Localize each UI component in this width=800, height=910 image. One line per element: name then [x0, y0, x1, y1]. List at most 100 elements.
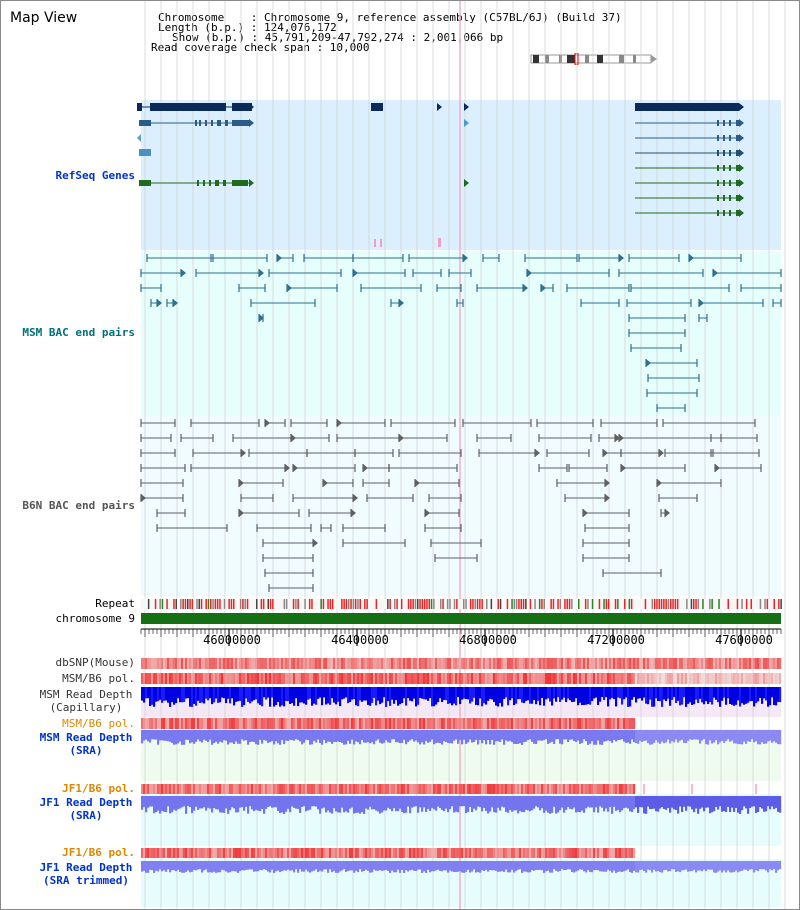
msm-depth-cap-bar [669, 687, 672, 706]
jf1-depth-trim-bar [243, 861, 246, 871]
jf1-depth-trim-bar [557, 861, 560, 872]
jf1-depth-sra-bar [721, 796, 724, 812]
repeat-element [341, 599, 343, 609]
track-label-jf1-b6-pol-2[interactable]: JF1/B6 pol. [62, 846, 135, 859]
jf1-depth-trim-bar [621, 861, 624, 872]
msm-pol2-cell [207, 718, 210, 729]
track-label-msm-read-depth-sra[interactable]: MSM Read Depth (SRA) [31, 731, 141, 757]
jf1-pol-cell [521, 784, 524, 794]
jf1-depth-trim-bar [375, 861, 378, 871]
msm-depth-cap-bar [253, 687, 256, 701]
jf1-pol-cell [163, 784, 166, 794]
msm-pol-cell [599, 673, 602, 684]
track-label-b6n-bac[interactable]: B6N BAC end pairs [22, 499, 135, 512]
jf1-depth-sra-bar [411, 796, 414, 808]
jf1-pol-cell [379, 784, 382, 794]
jf1-pol2-cell [471, 848, 474, 858]
dbsnp-cell [239, 658, 242, 669]
jf1-depth-sra-bar [163, 796, 166, 812]
dbsnp-cell [723, 658, 726, 669]
msm-pol2-cell [145, 718, 148, 729]
jf1-depth-trim-bar [725, 861, 728, 873]
track-label-refseq[interactable]: RefSeq Genes [55, 169, 135, 182]
jf1-pol-cell [369, 784, 372, 794]
jf1-depth-trim-bar [417, 861, 420, 870]
repeat-element [672, 599, 674, 609]
msm-depth-cap-bar [271, 687, 274, 698]
jf1-pol2-cell [155, 848, 158, 858]
chromosome-ideogram[interactable] [529, 53, 659, 65]
jf1-pol-cell [495, 784, 498, 794]
msm-depth-cap-bar [415, 687, 418, 707]
track-label-msm-read-depth-cap[interactable]: MSM Read Depth (Capillary) [31, 688, 141, 714]
track-label-jf1-read-depth-trim[interactable]: JF1 Read Depth (SRA trimmed) [31, 861, 141, 887]
gene-exon [729, 120, 731, 126]
jf1-depth-sra-bar [433, 796, 436, 810]
msm-bac-pair-arrow [277, 254, 282, 262]
jf1-pol2-cell [463, 848, 466, 858]
msm-pol-cell [767, 673, 770, 684]
jf1-pol-cell [551, 784, 554, 794]
jf1-depth-sra-bar [729, 796, 732, 813]
jf1-depth-sra-bar [293, 796, 296, 808]
jf1-depth-trim-bar [345, 861, 348, 872]
repeat-element [423, 599, 426, 609]
track-label-msm-bac[interactable]: MSM BAC end pairs [22, 326, 135, 339]
jf1-depth-sra-bar [439, 796, 442, 809]
msm-depth-cap-bar [673, 687, 676, 698]
msm-pol-cell [395, 673, 398, 684]
msm-depth-sra-bar [569, 730, 572, 740]
jf1-pol2-cell [629, 848, 632, 858]
jf1-pol-cell [533, 784, 536, 794]
msm-pol2-cell [443, 718, 446, 729]
msm-pol-cell [487, 673, 490, 684]
jf1-depth-sra-bar [555, 796, 558, 814]
track-label-msm-b6-pol-2[interactable]: MSM/B6 pol. [62, 717, 135, 730]
dbsnp-cell [453, 658, 456, 669]
track-label-jf1-b6-pol-1[interactable]: JF1/B6 pol. [62, 782, 135, 795]
msm-depth-cap-bar [255, 687, 258, 700]
dbsnp-cell [573, 658, 576, 669]
jf1-pol-cell [631, 784, 634, 794]
jf1-depth-sra-bar [459, 796, 462, 807]
msm-depth-sra-bar [759, 730, 762, 745]
msm-pol2-cell [217, 718, 220, 729]
msm-pol2-cell [581, 718, 584, 729]
jf1-pol-cell [235, 784, 238, 794]
jf1-pol-cell [271, 784, 274, 794]
gene-exon [195, 120, 197, 126]
jf1-pol2-cell [541, 848, 544, 858]
jf1-pol-cell [239, 784, 242, 794]
msm-depth-cap-bar [665, 687, 668, 702]
msm-pol-cell [145, 673, 148, 684]
b6n-bac-pair-arrow [239, 509, 244, 517]
dbsnp-cell [543, 658, 546, 669]
jf1-pol2-cell [333, 848, 336, 858]
msm-depth-cap-bar [541, 687, 544, 698]
msm-depth-cap-bar [307, 687, 310, 700]
msm-depth-cap-bar [603, 687, 606, 701]
jf1-pol-cell [633, 784, 636, 794]
track-label-jf1-read-depth-sra[interactable]: JF1 Read Depth (SRA) [31, 796, 141, 822]
track-label-repeat[interactable]: Repeat [95, 597, 135, 610]
track-label-msm-b6-pol-1[interactable]: MSM/B6 pol. [62, 672, 135, 685]
msm-depth-sra-bar [325, 730, 328, 744]
msm-depth-cap-bar [383, 687, 386, 698]
jf1-depth-sra-bar [519, 796, 522, 812]
msm-pol-cell [379, 673, 382, 684]
dbsnp-cell [605, 658, 608, 669]
msm-depth-cap-bar [189, 687, 192, 707]
jf1-depth-sra-bar [629, 796, 632, 812]
msm-pol2-cell [609, 718, 612, 729]
msm-depth-cap-bar [393, 687, 396, 704]
msm-pol2-cell [229, 718, 232, 729]
dbsnp-cell [477, 658, 480, 669]
jf1-depth-sra-bar [665, 796, 668, 810]
jf1-pol-cell [541, 784, 544, 794]
jf1-depth-sra-bar [481, 796, 484, 812]
track-label-dbsnp[interactable]: dbSNP(Mouse) [55, 656, 135, 669]
jf1-depth-trim-bar [395, 861, 398, 873]
jf1-depth-sra-bar [233, 796, 236, 809]
msm-depth-cap-bar [553, 687, 556, 699]
